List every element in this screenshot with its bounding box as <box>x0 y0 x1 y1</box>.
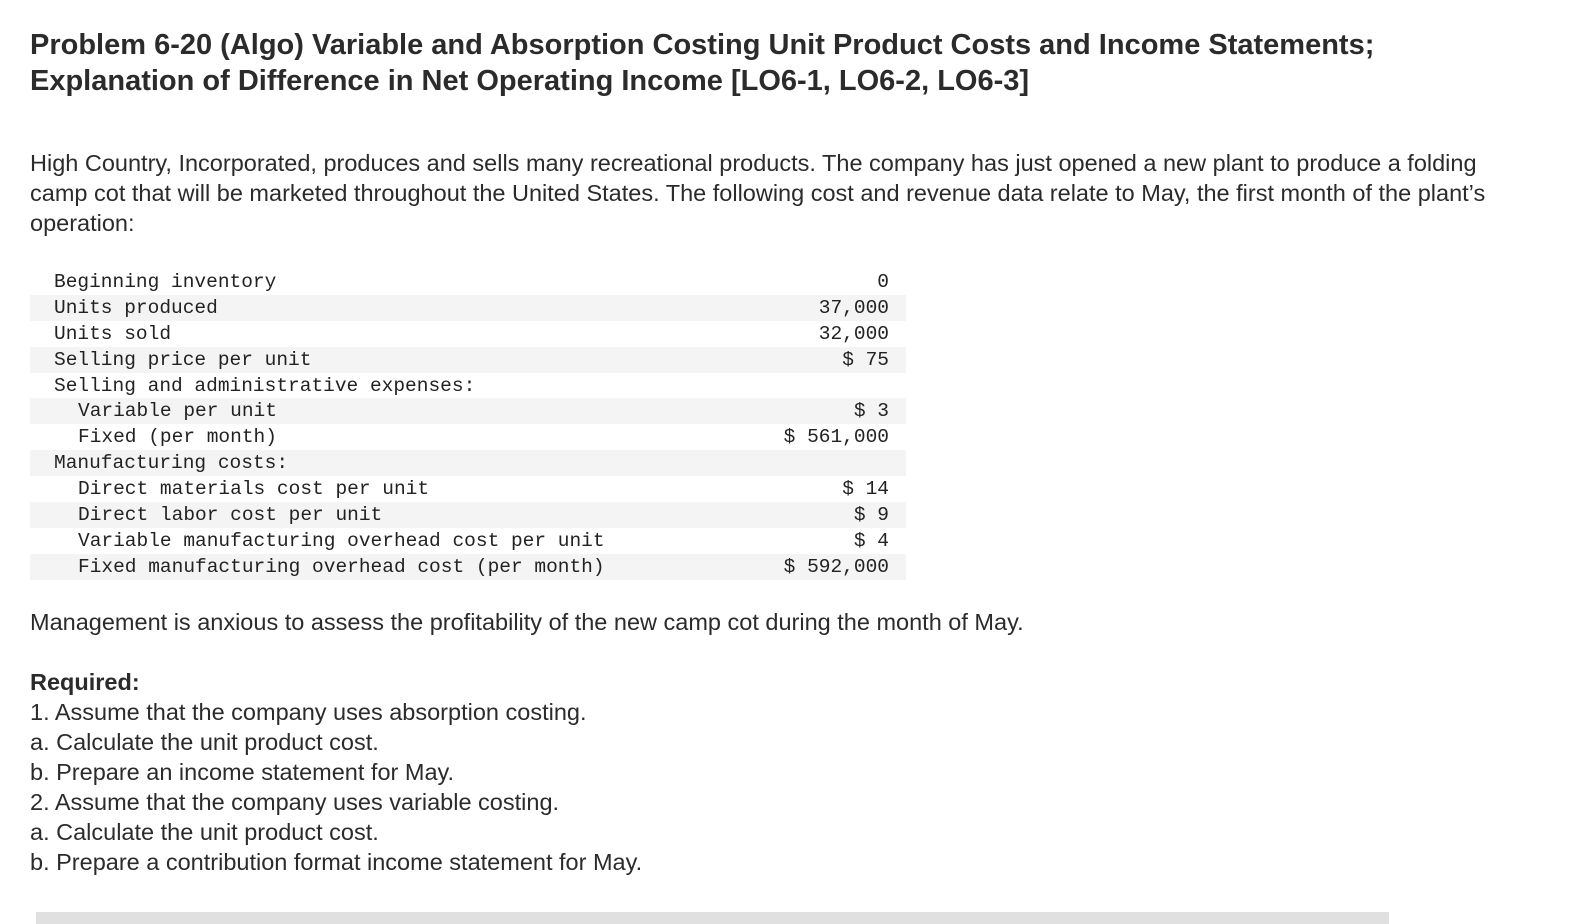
table-row-selling-price: Selling price per unit $ 75 <box>30 346 906 373</box>
problem-intro: High Country, Incorporated, produces and… <box>30 150 1486 236</box>
table-row-sga-header: Selling and administrative expenses: <box>30 373 906 399</box>
required-item-1: 1. Assume that the company uses absorpti… <box>30 699 587 725</box>
row-value: $ 592,000 <box>783 555 889 578</box>
bottom-panel-edge <box>36 912 1389 924</box>
table-row-sga-variable: Variable per unit $ 3 <box>30 398 906 425</box>
row-value: 0 <box>877 270 889 293</box>
row-label: Variable per unit <box>78 400 277 423</box>
row-label: Units produced <box>54 296 218 319</box>
row-label: Direct materials cost per unit <box>78 478 430 501</box>
row-value: $ 9 <box>853 503 889 526</box>
row-label: Variable manufacturing overhead cost per… <box>78 529 605 552</box>
row-label: Manufacturing costs: <box>54 452 289 475</box>
row-label: Units sold <box>54 322 172 345</box>
row-label: Direct labor cost per unit <box>78 503 383 526</box>
row-value: $ 75 <box>842 348 889 371</box>
required-item-2: 2. Assume that the company uses variable… <box>30 789 560 815</box>
table-row-direct-materials: Direct materials cost per unit $ 14 <box>30 476 906 502</box>
row-value: $ 14 <box>842 478 889 501</box>
required-item-2a: a. Calculate the unit product cost. <box>30 819 379 845</box>
table-row-beginning-inventory: Beginning inventory 0 <box>30 269 906 295</box>
required-heading: Required: <box>30 669 140 695</box>
required-section: Required: 1. Assume that the company use… <box>30 667 642 877</box>
required-item-1b: b. Prepare an income statement for May. <box>30 759 455 785</box>
title-line-1: Problem 6-20 (Algo) Variable and Absorpt… <box>30 29 1375 61</box>
row-label: Selling price per unit <box>54 348 312 371</box>
table-row-fixed-overhead: Fixed manufacturing overhead cost (per m… <box>30 553 906 580</box>
table-row-variable-overhead: Variable manufacturing overhead cost per… <box>30 528 906 554</box>
table-row-manufacturing-header: Manufacturing costs: <box>30 450 906 477</box>
row-value: 32,000 <box>818 322 889 345</box>
management-statement: Management is anxious to assess the prof… <box>30 609 1024 635</box>
problem-title: Problem 6-20 (Algo) Variable and Absorpt… <box>30 27 1530 99</box>
required-item-2b: b. Prepare a contribution format income … <box>30 849 643 875</box>
row-value <box>752 450 906 476</box>
row-value: $ 4 <box>853 529 889 552</box>
table-row-units-produced: Units produced 37,000 <box>30 294 906 321</box>
row-label: Beginning inventory <box>54 270 277 293</box>
title-line-2: Explanation of Difference in Net Operati… <box>30 65 1030 97</box>
row-value: 37,000 <box>818 296 889 319</box>
table-row-direct-labor: Direct labor cost per unit $ 9 <box>30 502 906 528</box>
row-label: Fixed manufacturing overhead cost (per m… <box>78 555 605 578</box>
table-row-sga-fixed: Fixed (per month) $ 561,000 <box>30 424 906 450</box>
row-label: Selling and administrative expenses: <box>54 374 476 397</box>
row-value: $ 561,000 <box>783 426 889 449</box>
cost-revenue-data-table: Beginning inventory 0 Units produced 37,… <box>30 269 906 580</box>
table-row-units-sold: Units sold 32,000 <box>30 321 906 347</box>
row-label: Fixed (per month) <box>78 426 277 449</box>
row-value: $ 3 <box>853 400 889 423</box>
row-value <box>752 373 906 399</box>
required-item-1a: a. Calculate the unit product cost. <box>30 729 379 755</box>
